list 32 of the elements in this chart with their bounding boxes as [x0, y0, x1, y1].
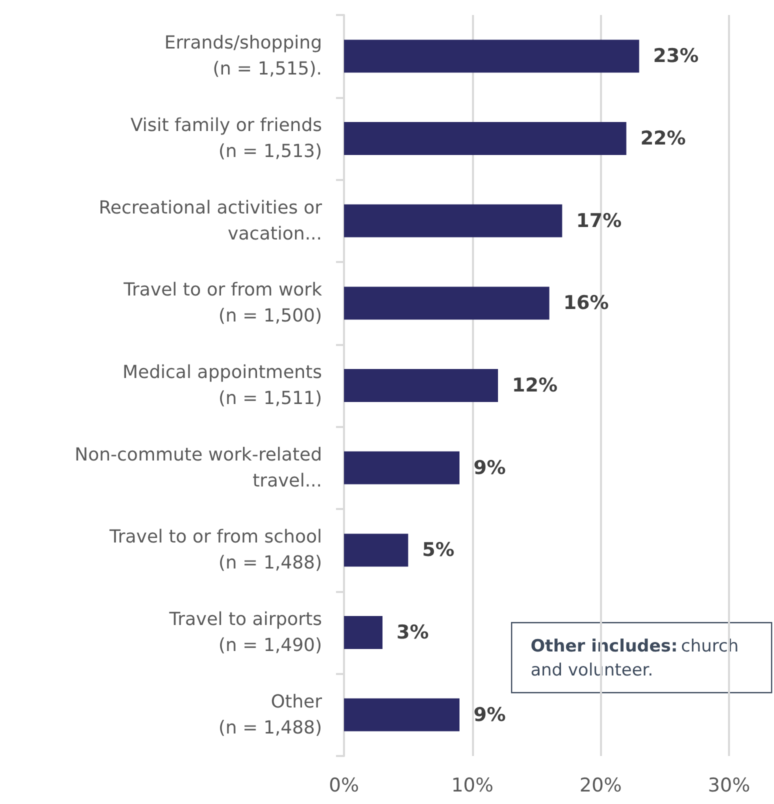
data-label: 12%	[512, 374, 558, 396]
bar	[344, 616, 382, 649]
y-tick-label: Travel to or from work (n = 1,500)	[122, 280, 323, 327]
bar	[344, 534, 408, 567]
data-label: 17%	[576, 210, 622, 232]
data-label: 16%	[563, 292, 609, 314]
data-label: 23%	[653, 45, 699, 68]
data-label: 22%	[640, 128, 686, 150]
bar	[344, 369, 498, 402]
y-tick-label: Other (n = 1,488)	[218, 691, 323, 738]
text: Other includes: church and volunteer.	[530, 636, 739, 681]
bar	[344, 40, 640, 73]
y-tick-label: Non-commute work-related travel...	[74, 444, 322, 492]
bar	[344, 204, 562, 238]
x-tick-label: 10%	[451, 774, 494, 796]
y-tick-label: Medical appointments (n = 1,511)	[122, 362, 322, 409]
y-tick-label: Travel to airports (n = 1,490)	[168, 609, 322, 656]
data-label: 5%	[422, 539, 454, 562]
data-label: 9%	[474, 704, 506, 726]
y-tick-label: Recreational activities or vacation...	[98, 197, 323, 244]
bar	[344, 122, 626, 155]
x-tick-label: 30%	[708, 774, 750, 796]
data-label: 9%	[474, 456, 506, 479]
bar	[344, 286, 550, 320]
x-tick-label: 20%	[580, 774, 622, 796]
x-tick-label: 0%	[328, 774, 360, 796]
y-tick-label: Visit family or friends (n = 1,513)	[130, 115, 322, 162]
y-tick-label: Travel to or from school (n = 1,488)	[108, 526, 322, 574]
data-label: 3%	[396, 622, 429, 644]
bar	[344, 698, 460, 732]
y-tick-label: Errands/shopping (n = 1,515).	[164, 32, 322, 80]
bar	[344, 451, 460, 484]
